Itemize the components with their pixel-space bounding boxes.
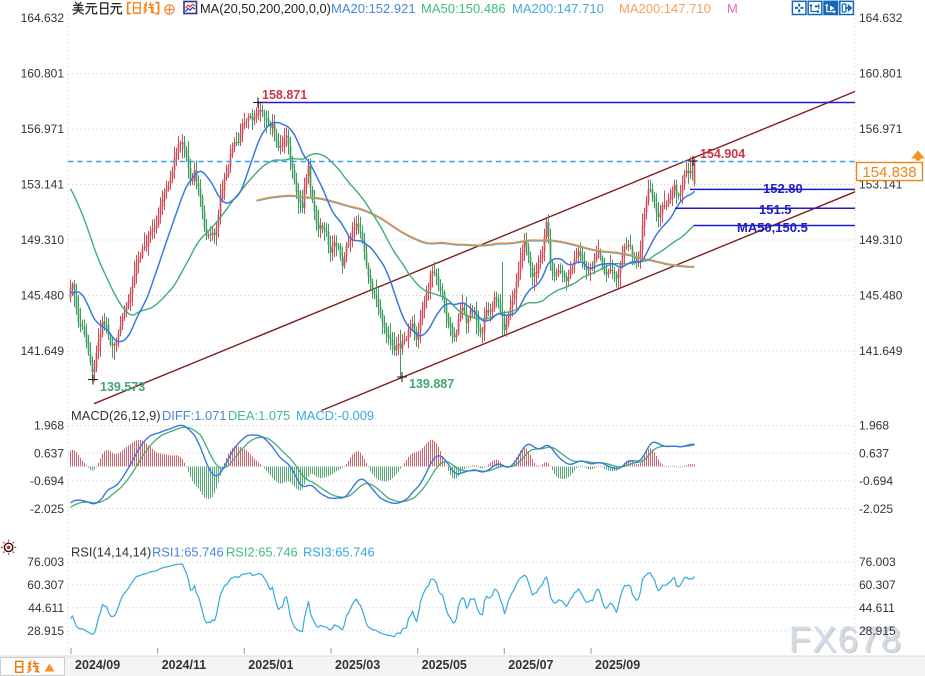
svg-text:DEA:1.075: DEA:1.075 — [228, 408, 290, 423]
svg-text:MA50,150.5: MA50,150.5 — [737, 220, 808, 235]
svg-text:MACD(26,12,9): MACD(26,12,9) — [71, 408, 161, 423]
svg-text:154.904: 154.904 — [700, 147, 745, 161]
svg-text:164.632: 164.632 — [859, 11, 903, 25]
svg-text:153.141: 153.141 — [21, 178, 65, 192]
svg-text:149.310: 149.310 — [859, 233, 903, 247]
svg-text:2025/03: 2025/03 — [335, 658, 380, 672]
svg-text:RSI(14,14,14): RSI(14,14,14) — [71, 545, 151, 560]
svg-text:60.307: 60.307 — [859, 578, 896, 592]
svg-text:1.968: 1.968 — [859, 419, 889, 433]
svg-text:76.003: 76.003 — [859, 555, 896, 569]
svg-text:2025/01: 2025/01 — [248, 658, 293, 672]
svg-text:28.915: 28.915 — [859, 624, 896, 638]
svg-text:-2.025: -2.025 — [30, 502, 64, 516]
svg-text:-2.025: -2.025 — [859, 502, 893, 516]
svg-text:-0.694: -0.694 — [30, 474, 64, 488]
svg-text:160.801: 160.801 — [21, 67, 65, 81]
svg-text:141.649: 141.649 — [859, 344, 903, 358]
svg-text:145.480: 145.480 — [859, 289, 903, 303]
svg-text:0.637: 0.637 — [859, 446, 889, 460]
svg-text:MA(20,50,200,200,0,0): MA(20,50,200,200,0,0) — [200, 1, 331, 16]
svg-text:FX678: FX678 — [789, 619, 903, 660]
svg-text:151.5: 151.5 — [759, 202, 792, 217]
svg-text:MACD:-0.009: MACD:-0.009 — [296, 408, 374, 423]
svg-text:MA200:147.710: MA200:147.710 — [619, 1, 711, 16]
svg-text:M: M — [727, 1, 738, 16]
svg-text:2025/07: 2025/07 — [508, 658, 553, 672]
svg-text:60.307: 60.307 — [27, 578, 64, 592]
svg-text:RSI1:65.746: RSI1:65.746 — [152, 545, 224, 560]
svg-text:DIFF:1.071: DIFF:1.071 — [162, 408, 226, 423]
svg-text:156.971: 156.971 — [21, 122, 65, 136]
svg-text:145.480: 145.480 — [21, 289, 65, 303]
svg-text:2025/09: 2025/09 — [595, 658, 640, 672]
svg-text:-0.694: -0.694 — [859, 474, 893, 488]
svg-text:MA200:147.710: MA200:147.710 — [512, 1, 604, 16]
svg-text:158.871: 158.871 — [262, 88, 307, 102]
svg-text:2025/05: 2025/05 — [422, 658, 467, 672]
svg-text:152.80: 152.80 — [763, 181, 803, 196]
svg-text:44.611: 44.611 — [859, 601, 895, 615]
svg-text:FX678: FX678 — [790, 620, 904, 661]
svg-text:0.637: 0.637 — [34, 446, 64, 460]
svg-text:139.887: 139.887 — [409, 377, 454, 391]
svg-text:MA50:150.486: MA50:150.486 — [421, 1, 506, 16]
svg-text:160.801: 160.801 — [859, 67, 903, 81]
svg-text:2024/11: 2024/11 — [162, 658, 207, 672]
svg-text:141.649: 141.649 — [21, 344, 65, 358]
svg-text:2024/09: 2024/09 — [75, 658, 120, 672]
svg-text:28.915: 28.915 — [27, 624, 64, 638]
svg-text:156.971: 156.971 — [859, 122, 903, 136]
svg-text:154.838: 154.838 — [862, 164, 916, 181]
svg-text:RSI2:65.746: RSI2:65.746 — [226, 545, 298, 560]
svg-text:164.632: 164.632 — [21, 11, 65, 25]
svg-text:44.611: 44.611 — [28, 601, 64, 615]
svg-text:1.968: 1.968 — [34, 419, 64, 433]
svg-text:149.310: 149.310 — [21, 233, 65, 247]
svg-text:139.573: 139.573 — [100, 380, 145, 394]
svg-text:RSI3:65.746: RSI3:65.746 — [303, 545, 375, 560]
svg-text:76.003: 76.003 — [27, 555, 64, 569]
svg-text:MA20:152.921: MA20:152.921 — [331, 1, 416, 16]
